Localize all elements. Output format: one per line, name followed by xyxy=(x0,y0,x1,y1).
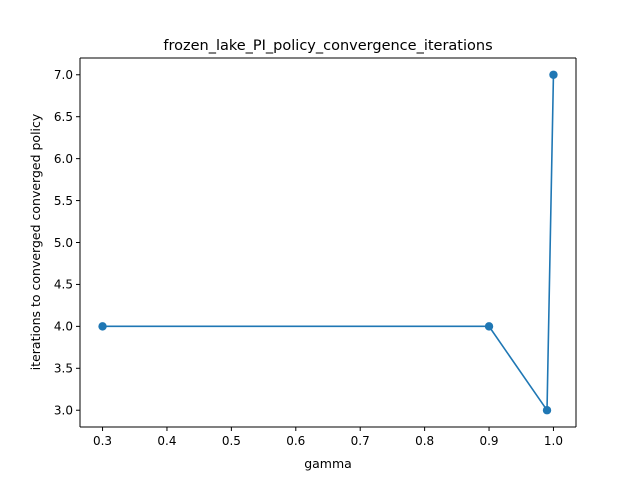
y-tick-label: 4.0 xyxy=(54,320,73,334)
x-tick-label: 0.3 xyxy=(93,434,112,448)
x-tick-label: 1.0 xyxy=(544,434,563,448)
y-tick-label: 7.0 xyxy=(54,68,73,82)
y-tick-label: 3.0 xyxy=(54,404,73,418)
y-tick-label: 4.5 xyxy=(54,278,73,292)
data-point-marker xyxy=(98,322,107,331)
y-tick-label: 5.0 xyxy=(54,236,73,250)
x-tick-label: 0.9 xyxy=(479,434,498,448)
data-point-marker xyxy=(542,406,552,415)
chart-title: frozen_lake_PI_policy_convergence_iterat… xyxy=(163,38,492,54)
y-tick-label: 5.5 xyxy=(54,194,73,208)
x-axis-label: gamma xyxy=(304,456,352,471)
data-point-marker xyxy=(484,322,494,331)
y-tick-label: 6.5 xyxy=(54,110,73,124)
plot-frame xyxy=(79,57,577,428)
x-tick-label: 0.4 xyxy=(157,434,176,448)
y-axis-ticks: 3.0 3.5 4.0 4.5 5.0 5.5 6.0 6.5 7.0 xyxy=(54,68,80,418)
y-tick-label: 6.0 xyxy=(54,152,73,166)
series-layer xyxy=(98,70,558,415)
data-point-marker xyxy=(549,70,558,79)
series-line xyxy=(102,74,555,412)
x-tick-label: 0.6 xyxy=(286,434,305,448)
y-axis-label: iterations to converged converged policy xyxy=(28,113,43,370)
plot-area xyxy=(80,58,576,427)
x-axis-ticks: 0.3 0.4 0.5 0.6 0.7 0.8 0.9 1.0 xyxy=(93,427,563,448)
x-tick-label: 0.8 xyxy=(415,434,434,448)
x-tick-label: 0.7 xyxy=(351,434,370,448)
y-tick-label: 3.5 xyxy=(54,362,73,376)
x-tick-label: 0.5 xyxy=(222,434,241,448)
